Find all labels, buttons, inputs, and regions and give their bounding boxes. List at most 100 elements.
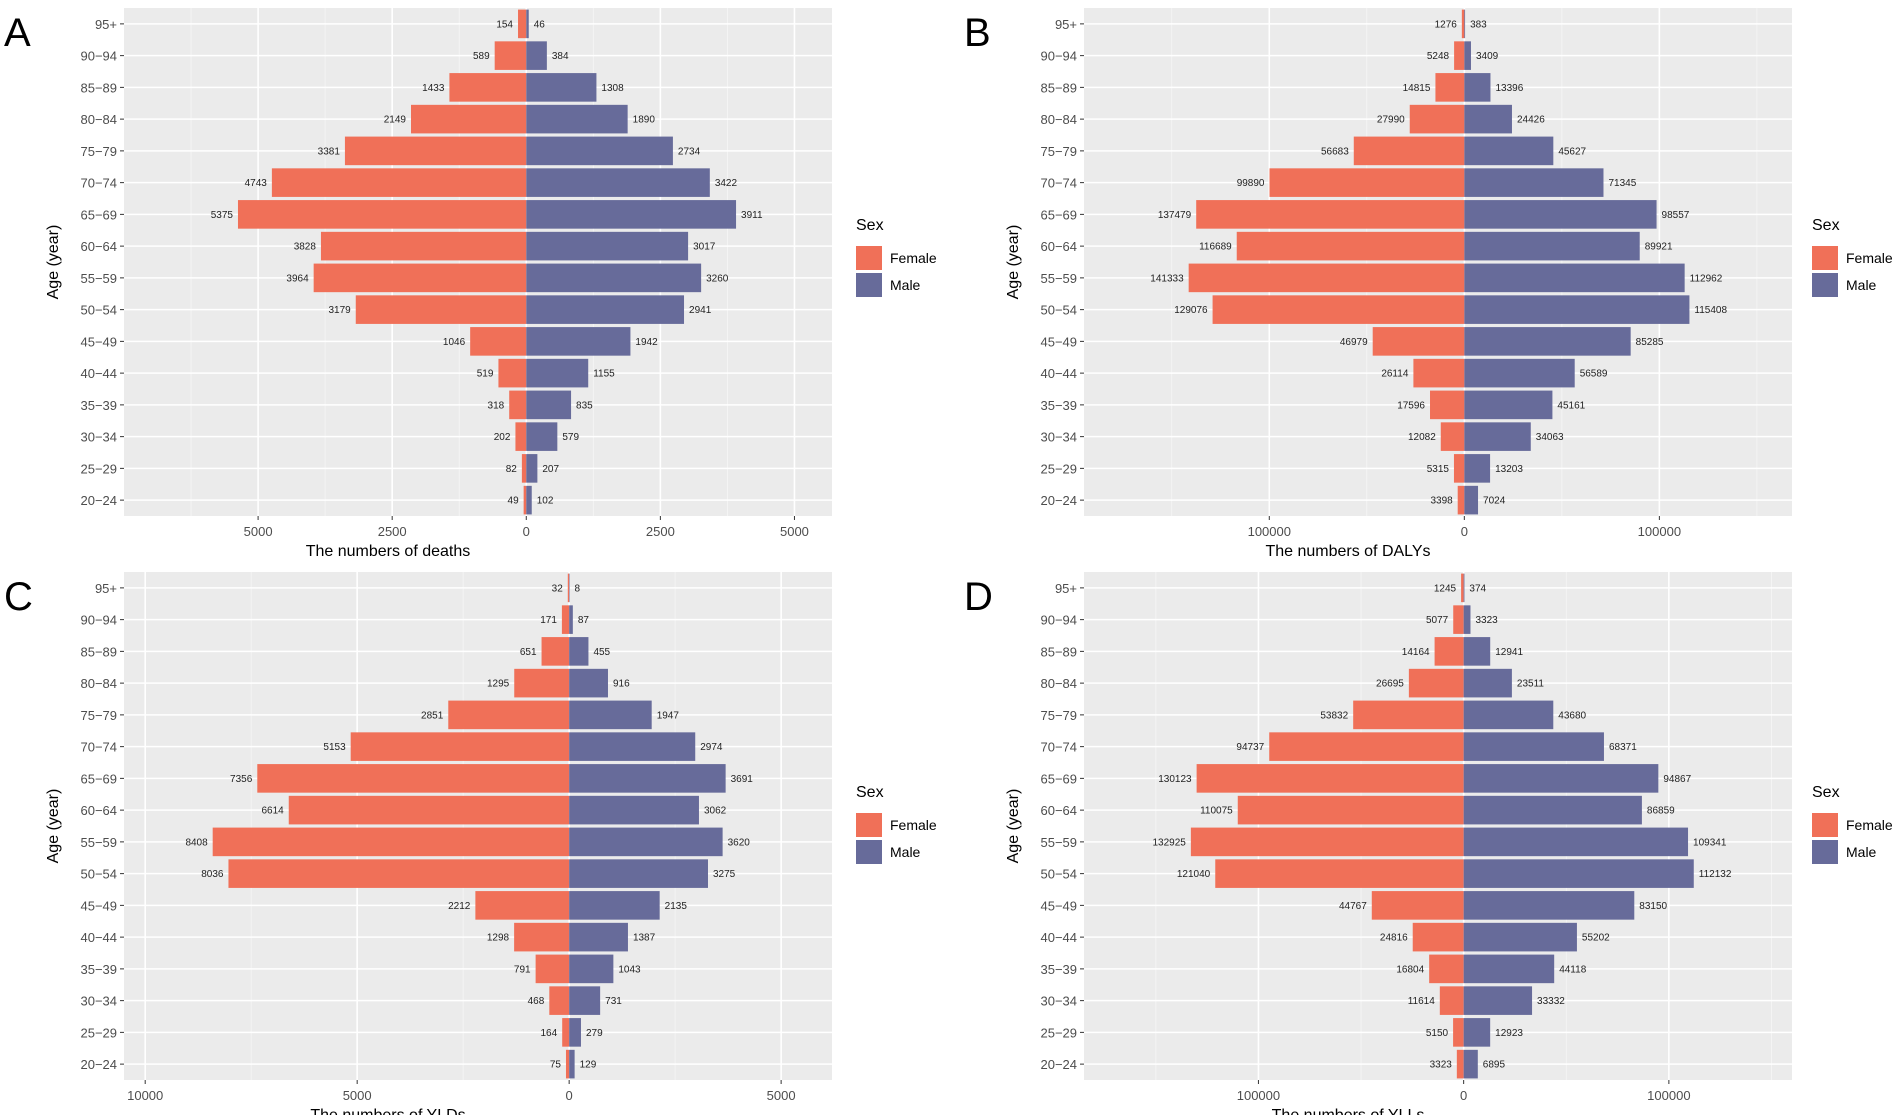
- male-bar: [1464, 168, 1604, 197]
- female-bar: [561, 605, 570, 634]
- female-value-label: 121040: [1177, 869, 1211, 880]
- male-bar: [569, 764, 726, 793]
- male-value-label: 71345: [1608, 178, 1636, 189]
- female-bar: [1461, 573, 1464, 603]
- y-tick-label: 55−59: [80, 271, 117, 286]
- male-bar: [1464, 136, 1554, 166]
- y-tick-label: 70−74: [1040, 176, 1077, 191]
- female-bar: [448, 700, 570, 730]
- legend: Sex Female Male: [856, 784, 937, 864]
- female-bar: [1212, 295, 1465, 324]
- y-tick-label: 80−84: [1040, 112, 1077, 127]
- y-tick-label: 85−89: [80, 644, 117, 659]
- male-bar: [1463, 859, 1694, 888]
- female-value-label: 318: [488, 400, 505, 411]
- legend-female-label: Female: [890, 817, 937, 833]
- female-bar: [1196, 764, 1464, 793]
- male-value-label: 3911: [741, 210, 763, 221]
- y-axis-title: Age (year): [45, 225, 62, 300]
- female-bar: [1434, 637, 1464, 666]
- female-bar: [1453, 605, 1464, 634]
- y-tick-label: 75−79: [80, 708, 117, 723]
- male-bar: [569, 1049, 575, 1079]
- female-value-label: 1295: [487, 679, 510, 690]
- y-tick-label: 65−69: [80, 771, 117, 786]
- female-bar: [1269, 732, 1464, 761]
- y-tick-label: 90−94: [1040, 613, 1077, 628]
- male-value-label: 109341: [1693, 837, 1727, 848]
- female-bar: [1454, 41, 1465, 70]
- y-tick-label: 80−84: [1040, 676, 1077, 691]
- female-bar: [565, 1049, 570, 1079]
- female-value-label: 24816: [1380, 933, 1408, 944]
- y-tick-label: 45−49: [80, 898, 117, 913]
- y-tick-label: 65−69: [1040, 207, 1077, 222]
- male-value-label: 129: [580, 1060, 597, 1071]
- male-value-label: 1043: [618, 964, 641, 975]
- y-tick-label: 20−24: [80, 1057, 117, 1072]
- y-tick-label: 40−44: [1040, 366, 1077, 381]
- legend: Sex Female Male: [1812, 217, 1893, 297]
- y-axis-title: Age (year): [45, 789, 62, 864]
- male-value-label: 383: [1470, 19, 1487, 30]
- male-value-label: 89921: [1645, 242, 1673, 253]
- male-bar: [569, 859, 708, 888]
- legend-female-swatch: [856, 813, 882, 837]
- female-bar: [320, 231, 527, 261]
- y-tick-label: 85−89: [1040, 80, 1077, 95]
- female-bar: [514, 668, 570, 698]
- male-value-label: 13396: [1495, 83, 1523, 94]
- x-tick-label: 0: [1461, 524, 1468, 539]
- male-value-label: 2135: [665, 901, 688, 912]
- male-bar: [1463, 1018, 1491, 1047]
- female-value-label: 4743: [245, 178, 268, 189]
- female-value-label: 137479: [1158, 210, 1192, 221]
- male-value-label: 98557: [1662, 210, 1690, 221]
- female-value-label: 141333: [1150, 273, 1184, 284]
- male-bar: [526, 73, 597, 102]
- y-tick-label: 40−44: [1040, 930, 1077, 945]
- male-bar: [569, 637, 589, 666]
- female-value-label: 129076: [1174, 305, 1208, 316]
- male-value-label: 835: [576, 400, 593, 411]
- legend-female-swatch: [1812, 246, 1838, 270]
- y-tick-label: 75−79: [80, 144, 117, 159]
- male-bar: [569, 605, 573, 634]
- male-value-label: 579: [562, 432, 579, 443]
- female-value-label: 3179: [329, 305, 352, 316]
- male-bar: [526, 295, 685, 324]
- female-bar: [1456, 1049, 1464, 1079]
- female-value-label: 5077: [1426, 615, 1449, 626]
- x-tick-label: 2500: [646, 524, 675, 539]
- female-bar: [470, 327, 527, 356]
- female-bar: [237, 200, 527, 229]
- female-value-label: 16804: [1396, 964, 1424, 975]
- female-bar: [449, 73, 527, 102]
- male-bar: [1463, 954, 1555, 984]
- male-value-label: 384: [552, 51, 569, 62]
- y-tick-label: 20−24: [80, 493, 117, 508]
- male-bar: [1463, 605, 1471, 634]
- male-bar: [1464, 454, 1491, 483]
- male-bar: [526, 485, 532, 515]
- female-value-label: 26114: [1381, 369, 1409, 380]
- female-bar: [1371, 891, 1464, 920]
- female-value-label: 468: [528, 996, 545, 1007]
- female-bar: [313, 263, 527, 293]
- x-tick-label: 100000: [1638, 524, 1681, 539]
- y-tick-label: 95+: [1055, 581, 1077, 596]
- y-tick-label: 70−74: [80, 740, 117, 755]
- male-value-label: 6895: [1483, 1060, 1506, 1071]
- y-tick-label: 25−29: [1040, 1025, 1077, 1040]
- female-value-label: 3828: [294, 242, 317, 253]
- male-value-label: 94867: [1663, 774, 1691, 785]
- y-tick-label: 80−84: [80, 676, 117, 691]
- male-bar: [1464, 390, 1553, 420]
- male-bar: [1463, 1049, 1478, 1079]
- female-bar: [1453, 454, 1465, 483]
- female-value-label: 5375: [211, 210, 234, 221]
- male-bar: [1463, 795, 1642, 825]
- legend-female-swatch: [856, 246, 882, 270]
- female-value-label: 132925: [1152, 837, 1186, 848]
- y-tick-label: 70−74: [80, 176, 117, 191]
